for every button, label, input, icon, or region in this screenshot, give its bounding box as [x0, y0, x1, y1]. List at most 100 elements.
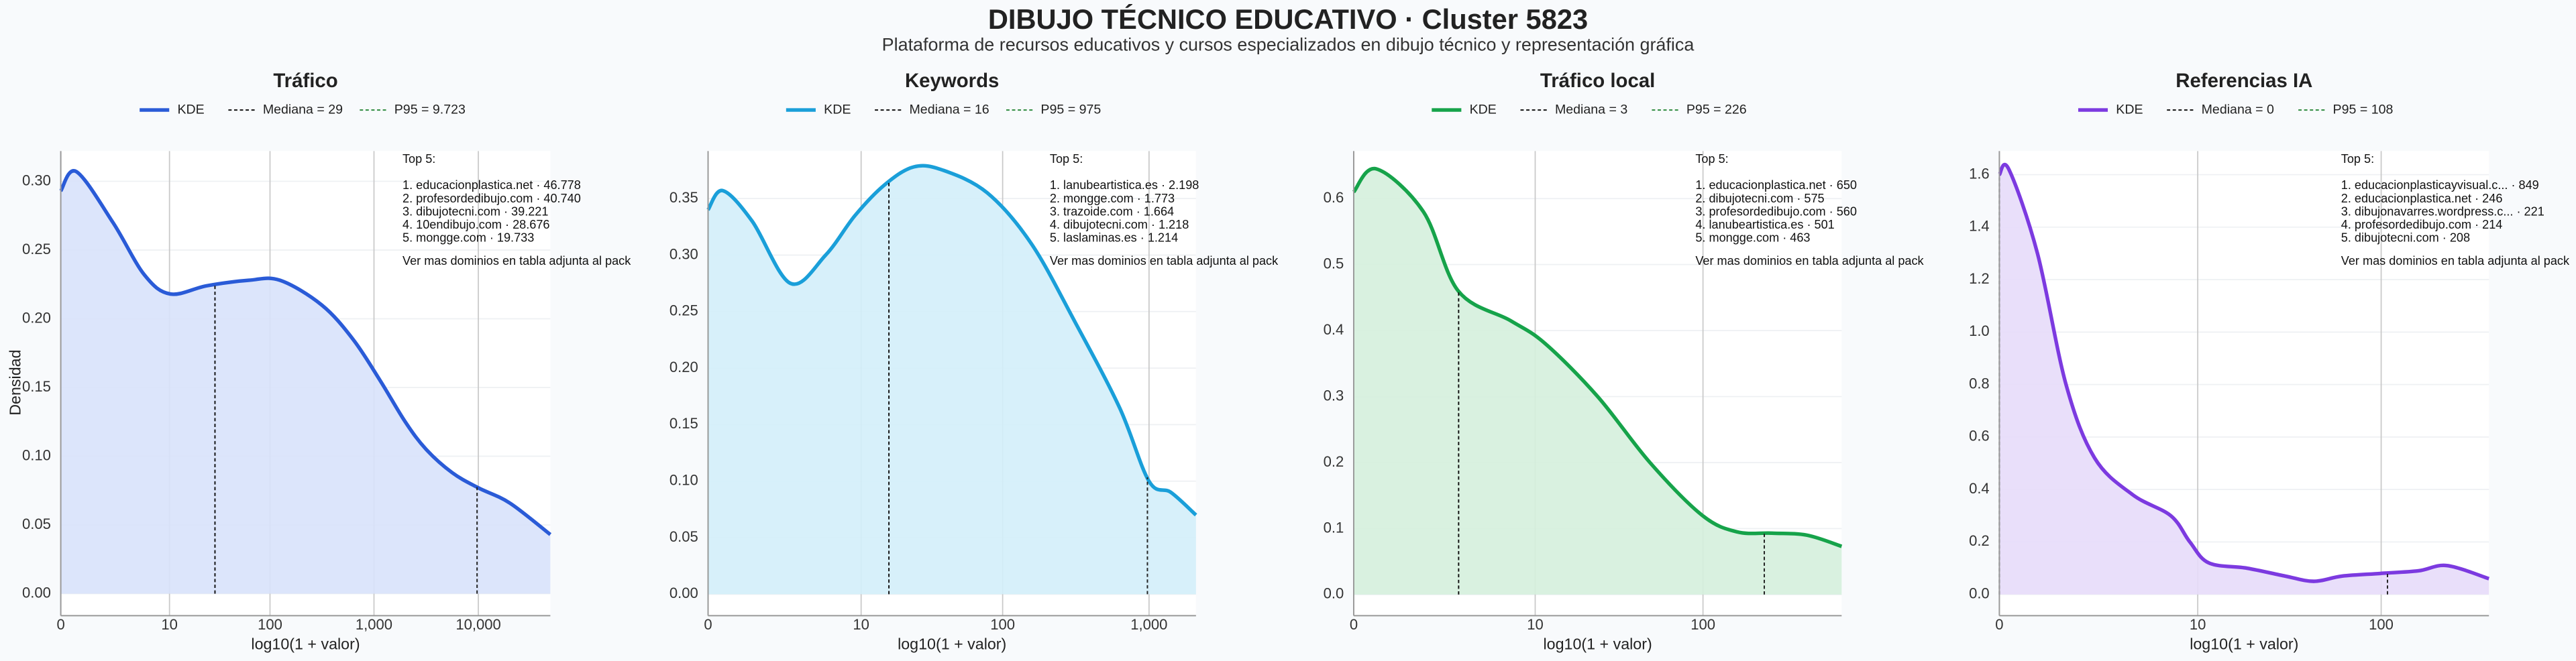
y-tick-label: 0.15 — [669, 415, 698, 432]
annotation-item: 2. dibujotecni.com · 575 — [1695, 192, 1824, 205]
annotation-item: 1. lanubeartistica.es · 2.198 — [1050, 178, 1199, 192]
legend-label: Mediana = 29 — [263, 102, 343, 117]
y-tick-label: 0.30 — [22, 172, 51, 188]
annotation-item: 3. profesordedibujo.com · 560 — [1695, 204, 1857, 218]
x-tick-label: 0 — [1350, 616, 1358, 633]
y-tick-label: 0.20 — [22, 309, 51, 326]
y-tick-label: 1.2 — [1969, 270, 1990, 287]
legend-label: Mediana = 0 — [2202, 102, 2274, 117]
y-tick-label: 0.6 — [1324, 189, 1344, 206]
y-tick-label: 0.10 — [22, 446, 51, 463]
x-axis-label: log10(1 + valor) — [2190, 636, 2298, 653]
legend-label: Mediana = 16 — [910, 102, 989, 117]
legend-label: P95 = 9.723 — [394, 102, 466, 117]
y-tick-label: 0.2 — [1324, 453, 1344, 470]
figure-title: DIBUJO TÉCNICO EDUCATIVO · Cluster 5823 — [988, 3, 1588, 35]
x-axis-label: log10(1 + valor) — [1544, 636, 1652, 653]
panel-title: Referencias IA — [2176, 70, 2312, 92]
annotation-item: 4. dibujotecni.com · 1.218 — [1050, 218, 1189, 231]
annotation-item: 5. dibujotecni.com · 208 — [2341, 231, 2470, 245]
annotation-item: 5. mongge.com · 463 — [1695, 231, 1810, 245]
panel-title: Tráfico — [273, 70, 337, 92]
annotation-item: 4. lanubeartistica.es · 501 — [1695, 218, 1834, 231]
annotation-heading: Top 5: — [1695, 152, 1728, 166]
x-axis-label: log10(1 + valor) — [251, 636, 360, 653]
x-tick-label: 100 — [1690, 616, 1715, 633]
y-tick-label: 0.00 — [22, 584, 51, 601]
annotation-item: 1. educacionplastica.net · 650 — [1695, 178, 1857, 192]
y-tick-label: 0.4 — [1969, 480, 1990, 497]
figure-subtitle: Plataforma de recursos educativos y curs… — [882, 35, 1695, 55]
legend-label: P95 = 975 — [1040, 102, 1101, 117]
annotation-item: 3. dibujonavarres.wordpress.c... · 221 — [2341, 204, 2544, 218]
kde-area — [708, 166, 1196, 595]
y-tick-label: 0.6 — [1969, 428, 1990, 444]
x-tick-label: 10 — [853, 616, 869, 633]
y-tick-label: 0.1 — [1324, 519, 1344, 536]
x-tick-label: 10,000 — [455, 616, 500, 633]
y-tick-label: 0.20 — [669, 359, 698, 375]
y-tick-label: 1.6 — [1969, 165, 1990, 182]
legend-label: P95 = 226 — [1686, 102, 1747, 117]
x-tick-label: 10 — [161, 616, 178, 633]
y-tick-label: 0.25 — [22, 241, 51, 257]
annotation-footer: Ver mas dominios en tabla adjunta al pac… — [1695, 254, 1924, 267]
annotation-footer: Ver mas dominios en tabla adjunta al pac… — [2341, 254, 2570, 267]
y-tick-label: 1.4 — [1969, 218, 1990, 235]
legend-label: KDE — [2116, 102, 2143, 117]
y-tick-label: 0.8 — [1969, 375, 1990, 392]
annotation-footer: Ver mas dominios en tabla adjunta al pac… — [402, 254, 631, 267]
y-tick-label: 0.0 — [1969, 585, 1990, 602]
kde-area — [1353, 168, 1842, 595]
annotation-footer: Ver mas dominios en tabla adjunta al pac… — [1050, 254, 1279, 267]
annotation-heading: Top 5: — [1050, 152, 1083, 166]
legend-label: P95 = 108 — [2333, 102, 2394, 117]
annotation-item: 1. educacionplasticayvisual.c... · 849 — [2341, 178, 2539, 192]
annotation-item: 5. mongge.com · 19.733 — [402, 231, 534, 245]
legend-label: Mediana = 3 — [1555, 102, 1627, 117]
x-tick-label: 100 — [2369, 616, 2394, 633]
kde-line — [1352, 167, 1843, 548]
legend-label: KDE — [1470, 102, 1497, 117]
kde-line — [1998, 162, 2490, 583]
annotation-item: 4. profesordedibujo.com · 214 — [2341, 218, 2503, 231]
y-tick-label: 0.05 — [22, 516, 51, 532]
x-tick-label: 0 — [704, 616, 712, 633]
y-tick-label: 0.30 — [669, 245, 698, 262]
x-tick-label: 100 — [258, 616, 282, 633]
y-tick-label: 0.05 — [669, 528, 698, 545]
annotation-item: 2. mongge.com · 1.773 — [1050, 192, 1175, 205]
x-tick-label: 0 — [1995, 616, 2003, 633]
x-tick-label: 100 — [990, 616, 1015, 633]
x-tick-label: 10 — [1527, 616, 1544, 633]
y-tick-label: 1.0 — [1969, 322, 1990, 339]
y-tick-label: 0.15 — [22, 378, 51, 395]
legend-label: KDE — [824, 102, 851, 117]
x-tick-label: 10 — [2190, 616, 2206, 633]
x-tick-label: 0 — [56, 616, 64, 633]
y-tick-label: 0.4 — [1324, 321, 1344, 338]
y-tick-label: 0.3 — [1324, 387, 1344, 404]
x-axis-label: log10(1 + valor) — [898, 636, 1006, 653]
annotation-item: 5. laslaminas.es · 1.214 — [1050, 231, 1178, 245]
kde-line — [706, 164, 1197, 517]
y-tick-label: 0.10 — [669, 472, 698, 489]
y-tick-label: 0.25 — [669, 302, 698, 319]
y-tick-label: 0.2 — [1969, 532, 1990, 549]
y-tick-label: 0.00 — [669, 585, 698, 601]
y-axis-label: Densidad — [7, 350, 24, 416]
y-tick-label: 0.0 — [1324, 585, 1344, 602]
kde-area — [60, 170, 551, 594]
annotation-item: 4. 10endibujo.com · 28.676 — [402, 218, 549, 231]
panel-title: Tráfico local — [1540, 70, 1655, 92]
annotation-heading: Top 5: — [402, 152, 435, 166]
panel-title: Keywords — [905, 70, 999, 92]
legend-label: KDE — [177, 102, 204, 117]
x-tick-label: 1,000 — [1130, 616, 1167, 633]
y-tick-label: 0.35 — [669, 189, 698, 206]
y-tick-label: 0.5 — [1324, 255, 1344, 272]
kde-line — [59, 169, 552, 536]
annotation-item: 2. educacionplastica.net · 246 — [2341, 192, 2503, 205]
